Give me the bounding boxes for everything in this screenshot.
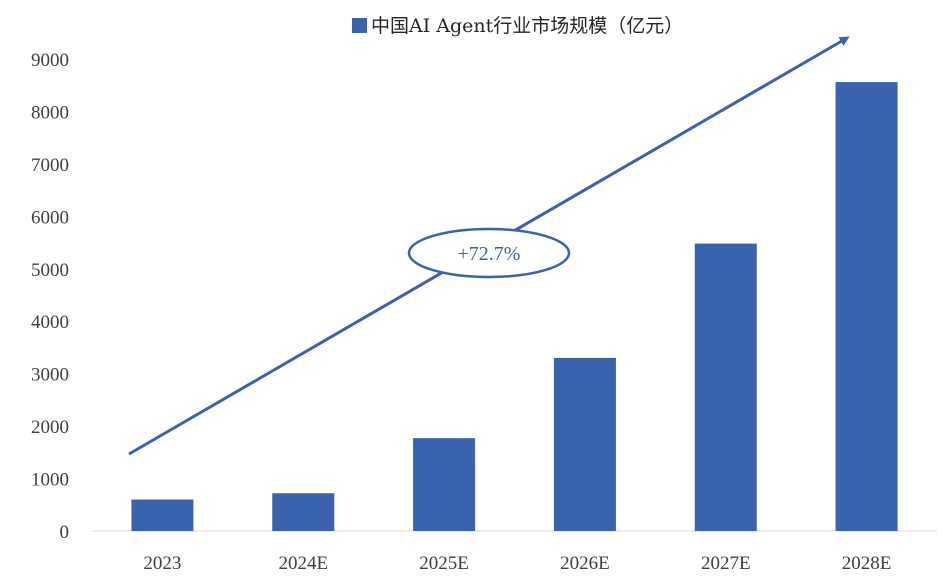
x-tick-label: 2024E bbox=[278, 553, 328, 574]
y-tick-label: 2000 bbox=[31, 417, 69, 438]
y-tick-label: 4000 bbox=[31, 312, 69, 333]
x-tick-label: 2023 bbox=[143, 553, 181, 574]
y-tick-label: 5000 bbox=[31, 260, 69, 281]
y-tick-label: 0 bbox=[60, 522, 70, 543]
x-tick-label: 2028E bbox=[842, 553, 892, 574]
bar-2025e bbox=[413, 438, 476, 531]
bar-2023 bbox=[131, 499, 194, 531]
legend: 中国AI Agent行业市场规模（亿元） bbox=[352, 15, 683, 37]
y-axis: 0 1000 2000 3000 4000 5000 6000 7000 8000 9000 bbox=[31, 50, 69, 543]
legend-label: 中国AI Agent行业市场规模（亿元） bbox=[371, 15, 683, 37]
bar-2024e bbox=[272, 493, 335, 531]
bar-2026e bbox=[553, 357, 616, 531]
y-tick-label: 3000 bbox=[31, 365, 69, 386]
bars bbox=[131, 82, 898, 532]
y-tick-label: 7000 bbox=[31, 155, 69, 176]
y-tick-label: 8000 bbox=[31, 102, 69, 123]
annotation-ellipse bbox=[407, 227, 571, 279]
annotation-text: +72.7% bbox=[458, 243, 521, 265]
x-tick-label: 2025E bbox=[419, 553, 469, 574]
x-tick-label: 2026E bbox=[560, 553, 610, 574]
bar-2028e bbox=[835, 82, 898, 531]
x-tick-label: 2027E bbox=[701, 553, 751, 574]
bar-2027e bbox=[694, 243, 757, 532]
y-tick-label: 9000 bbox=[31, 50, 69, 71]
y-tick-label: 6000 bbox=[31, 207, 69, 228]
y-tick-label: 1000 bbox=[31, 470, 69, 491]
x-axis: 2023 2024E 2025E 2026E 2027E 2028E bbox=[143, 553, 891, 574]
legend-swatch bbox=[352, 18, 367, 33]
growth-annotation: +72.7% bbox=[407, 227, 571, 279]
